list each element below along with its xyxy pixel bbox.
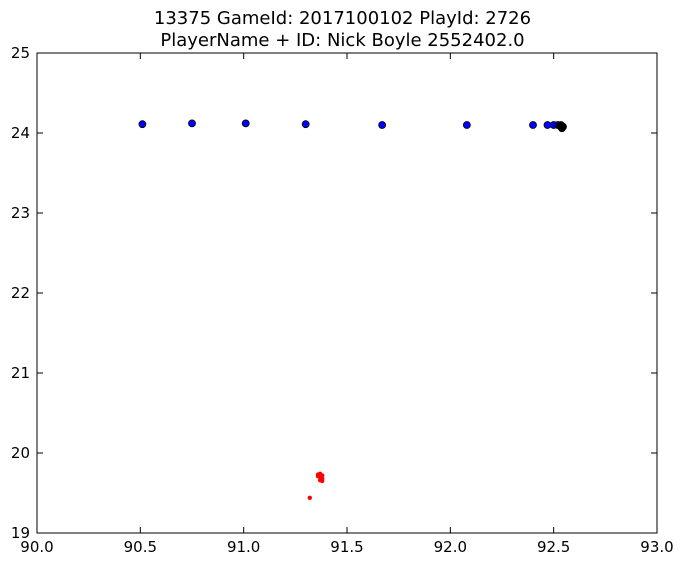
x-tick-label: 92.5: [537, 538, 570, 556]
x-tick-label: 90.0: [20, 538, 53, 556]
data-point: [188, 119, 196, 128]
data-point: [529, 121, 537, 129]
data-point: [462, 121, 471, 129]
x-tick-label: 93.0: [640, 538, 673, 556]
axis-ticks: 90.0 90.5 91.0 91.5 92.0 92.5 93.0 19 20 21 22 23 24…: [11, 44, 674, 556]
y-tick-label: 23: [11, 204, 30, 222]
data-point: [301, 120, 310, 129]
data-point: [307, 495, 312, 500]
x-tick-label: 91.5: [330, 538, 363, 556]
data-point: [378, 121, 387, 129]
x-tick-label: 92.0: [434, 538, 467, 556]
x-tick-label: 91.0: [227, 538, 260, 556]
chart-title-line-1: 13375 GameId: 2017100102 PlayId: 2726: [153, 8, 532, 29]
y-tick-label: 25: [11, 44, 30, 62]
y-tick-label: 19: [11, 524, 30, 542]
data-point: [138, 120, 147, 129]
y-tick-label: 24: [11, 124, 30, 142]
plot-marks: [138, 119, 567, 500]
data-point: [317, 473, 323, 478]
y-tick-label: 22: [11, 284, 30, 302]
chart-title-line-2: PlayerName + ID: Nick Boyle 2552402.0: [160, 30, 525, 51]
y-tick-label: 20: [11, 444, 30, 462]
data-point: [241, 119, 250, 128]
x-tick-label: 90.5: [124, 538, 157, 556]
data-point: [320, 478, 325, 484]
data-point: [559, 122, 567, 131]
y-tick-label: 21: [11, 364, 30, 382]
